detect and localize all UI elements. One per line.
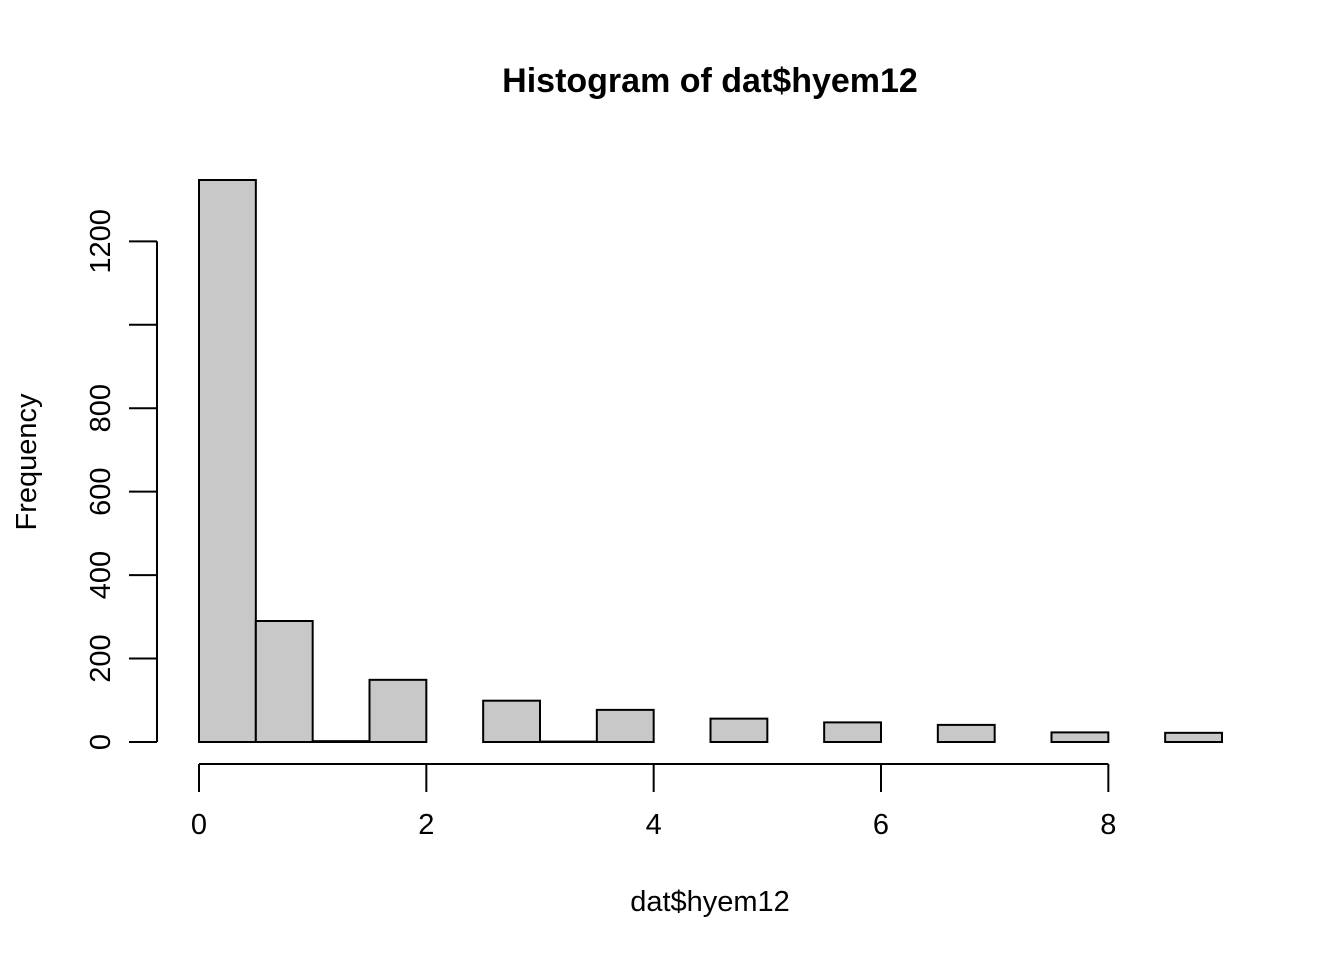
- y-tick-label-4: 800: [85, 384, 117, 432]
- y-tick-label-6: 1200: [85, 209, 117, 274]
- x-axis: 0 2 4 6 8: [191, 763, 1116, 841]
- histogram-bar-17: [1164, 731, 1223, 744]
- x-tick-label-1: 2: [418, 809, 434, 841]
- histogram-bar-2: [311, 740, 371, 743]
- histogram-bar-13: [936, 723, 996, 744]
- histogram-bar-5: [482, 699, 541, 744]
- histogram-bar-0: [198, 179, 257, 743]
- histogram-bar-7: [595, 708, 655, 743]
- histogram-bar-3: [368, 678, 428, 743]
- x-tick-label-4: 8: [1100, 809, 1116, 841]
- x-tick-label-2: 4: [646, 809, 662, 841]
- y-axis-label: Frequency: [11, 393, 43, 531]
- histogram-bar-15: [1050, 731, 1110, 744]
- histogram-bar-1: [254, 620, 314, 743]
- y-tick-label-1: 200: [85, 634, 117, 682]
- y-axis: 0 200 400 600 800 1200: [85, 209, 158, 750]
- y-tick-label-0: 0: [85, 734, 117, 750]
- bars-group: [198, 179, 1223, 744]
- y-tick-label-2: 400: [85, 551, 117, 599]
- x-tick-label-3: 6: [873, 809, 889, 841]
- chart-title: Histogram of dat$hyem12: [502, 62, 918, 100]
- x-tick-label-0: 0: [191, 809, 207, 841]
- y-tick-label-3: 600: [85, 467, 117, 515]
- histogram-bar-11: [823, 721, 883, 744]
- histogram-bar-9: [709, 717, 769, 744]
- x-axis-label: dat$hyem12: [630, 886, 790, 918]
